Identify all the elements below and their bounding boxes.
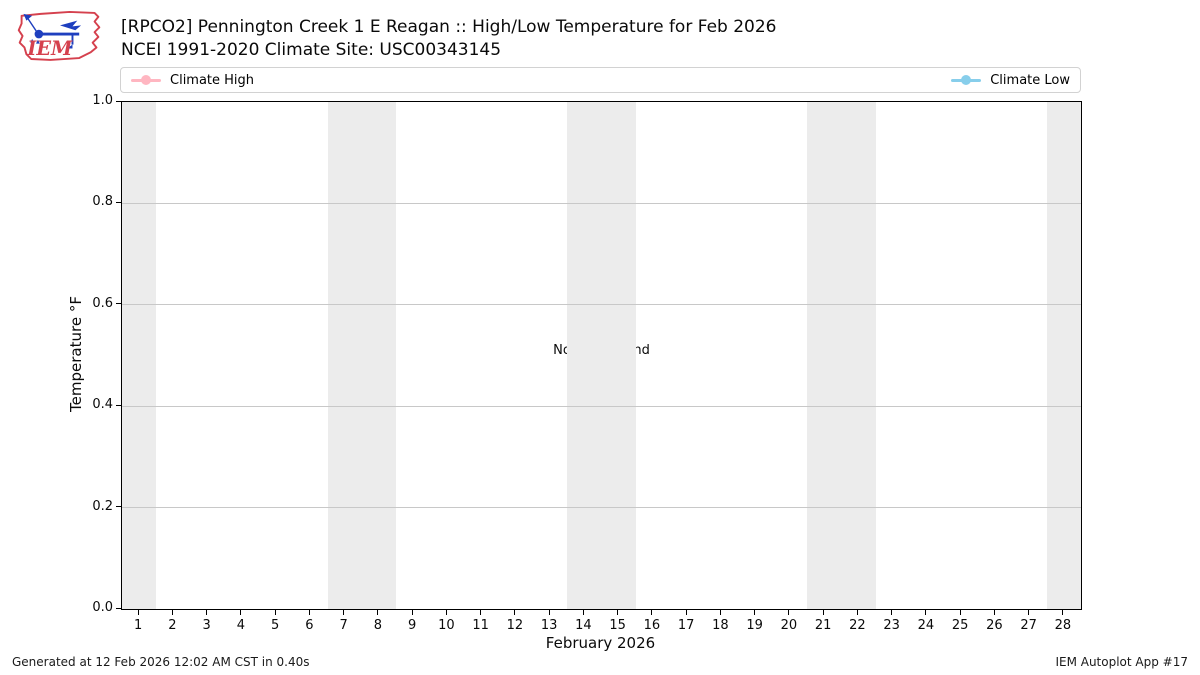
legend: Climate High Climate Low	[120, 67, 1081, 93]
app-credit: IEM Autoplot App #17	[1055, 655, 1188, 669]
x-tick-mark	[548, 609, 550, 615]
x-tick-mark	[788, 609, 790, 615]
x-tick-mark	[891, 609, 893, 615]
y-tick-label: 0.0	[92, 600, 113, 615]
x-tick-mark	[206, 609, 208, 615]
y-tick-label: 0.8	[92, 194, 113, 210]
x-tick-label: 5	[270, 618, 280, 633]
x-tick-label: 18	[712, 618, 729, 633]
x-tick-mark	[1062, 609, 1064, 615]
y-tick-mark	[116, 607, 121, 609]
weekend-band	[567, 102, 636, 609]
x-tick-label: 24	[917, 618, 935, 633]
x-tick-label: 15	[609, 618, 626, 633]
y-tick-mark	[116, 201, 121, 204]
x-tick-label: 13	[540, 618, 558, 633]
x-tick-label: 11	[472, 618, 489, 633]
x-tick-label: 19	[746, 618, 763, 633]
climate-high-marker-icon	[131, 75, 161, 85]
x-tick-mark	[411, 609, 413, 615]
x-tick-mark	[514, 609, 516, 615]
x-tick-mark	[377, 609, 379, 615]
x-tick-mark	[822, 609, 824, 615]
generated-timestamp: Generated at 12 Feb 2026 12:02 AM CST in…	[12, 655, 310, 669]
x-tick-mark	[685, 609, 687, 615]
x-tick-mark	[617, 609, 619, 615]
iem-logo: IEM	[17, 10, 101, 61]
y-tick-mark	[116, 404, 121, 406]
x-tick-label: 9	[407, 618, 417, 633]
x-tick-mark	[308, 609, 310, 615]
gridline	[122, 507, 1081, 509]
x-tick-label: 17	[677, 618, 695, 633]
legend-label-climate-high: Climate High	[170, 72, 255, 88]
x-tick-label: 21	[814, 618, 832, 633]
x-tick-mark	[856, 609, 858, 615]
climate-high-dot-icon	[141, 75, 151, 85]
climate-low-marker-icon	[951, 75, 982, 85]
gridline	[122, 304, 1081, 306]
plot-area: No Data Found	[121, 101, 1082, 610]
y-axis-label: Temperature °F	[67, 296, 85, 412]
x-tick-mark	[651, 609, 653, 615]
x-tick-mark	[171, 609, 173, 615]
x-tick-label: 27	[1020, 618, 1037, 633]
y-tick-label: 0.4	[92, 397, 113, 413]
legend-label-climate-low: Climate Low	[990, 72, 1070, 88]
x-tick-label: 7	[339, 618, 348, 633]
x-tick-label: 8	[373, 618, 383, 633]
x-tick-mark	[240, 609, 242, 615]
x-tick-label: 26	[986, 618, 1003, 633]
x-tick-mark	[137, 609, 139, 615]
x-tick-mark	[1028, 609, 1030, 615]
x-tick-label: 16	[643, 618, 661, 633]
y-tick-label: 0.6	[92, 295, 113, 311]
x-tick-mark	[582, 609, 584, 615]
x-tick-mark	[754, 609, 756, 615]
x-tick-label: 1	[133, 618, 143, 633]
x-tick-mark	[993, 609, 995, 615]
weather-vane-icon	[23, 13, 82, 49]
gridline	[122, 405, 1081, 407]
x-tick-label: 22	[849, 618, 866, 633]
y-tick-label: 0.2	[92, 498, 113, 514]
iem-logo-text: IEM	[26, 37, 73, 60]
x-tick-label: 20	[780, 618, 798, 633]
weekend-band	[122, 102, 157, 609]
x-tick-mark	[274, 609, 276, 615]
y-tick-label: 1.0	[92, 93, 113, 108]
x-tick-mark	[719, 609, 721, 615]
iowa-outline	[17, 10, 101, 61]
y-tick-mark	[116, 100, 121, 102]
x-tick-label: 3	[202, 618, 211, 633]
x-tick-label: 28	[1054, 618, 1072, 633]
x-axis-label: February 2026	[545, 634, 656, 652]
chart-subtitle: NCEI 1991-2020 Climate Site: USC00343145	[121, 40, 502, 60]
chart-title: [RPCO2] Pennington Creek 1 E Reagan :: H…	[121, 17, 777, 37]
x-tick-mark	[445, 609, 447, 615]
title-block: [RPCO2] Pennington Creek 1 E Reagan :: H…	[121, 16, 777, 62]
legend-item-climate-low: Climate Low	[951, 73, 1070, 88]
x-tick-mark	[925, 609, 927, 615]
x-tick-label: 12	[506, 618, 524, 633]
weekend-band	[327, 102, 396, 609]
x-tick-label: 25	[951, 618, 969, 633]
legend-item-climate-high: Climate High	[131, 73, 254, 88]
x-tick-label: 14	[575, 618, 592, 633]
x-tick-mark	[959, 609, 961, 615]
y-tick-mark	[116, 303, 121, 305]
y-tick-mark	[116, 506, 121, 508]
x-tick-label: 2	[168, 618, 177, 633]
weekend-band	[807, 102, 876, 609]
x-tick-label: 23	[883, 618, 900, 633]
x-tick-label: 10	[438, 618, 455, 633]
climate-low-dot-icon	[961, 75, 972, 85]
x-tick-mark	[343, 609, 345, 615]
x-tick-mark	[480, 609, 482, 615]
x-tick-label: 6	[305, 618, 314, 633]
x-tick-label: 4	[236, 618, 246, 633]
gridline	[122, 202, 1081, 204]
weekend-band	[1046, 102, 1081, 609]
